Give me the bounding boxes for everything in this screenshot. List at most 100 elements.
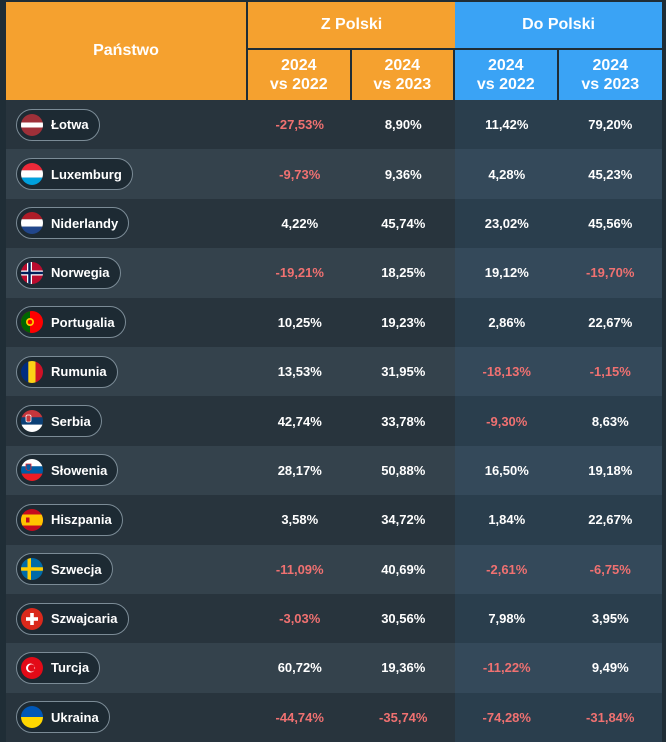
value-do-2024-vs-2023: 8,63% (558, 396, 663, 446)
table-row: Łotwa -27,53% 8,90% 11,42% 79,20% (6, 100, 663, 150)
value-z-2024-vs-2023: 8,90% (351, 100, 456, 150)
country-pill: Łotwa (16, 108, 100, 141)
country-name: Turcja (51, 660, 90, 676)
value-do-2024-vs-2022: -74,28% (455, 692, 559, 742)
header-do-2023: 2024 vs 2023 (558, 50, 663, 100)
value-z-2024-vs-2023: 18,25% (351, 248, 456, 298)
country-pill: Turcja (16, 651, 101, 684)
turkey-flag-icon (21, 656, 43, 679)
country-cell: Rumunia (6, 346, 248, 397)
table-row: Ukraina -44,74% -35,74% -74,28% -31,84% (6, 692, 663, 742)
header-z-2023: 2024 vs 2023 (351, 50, 456, 100)
header-do-2022: 2024 vs 2022 (455, 50, 559, 100)
luxembourg-flag-icon (21, 163, 43, 186)
table-row: Hiszpania 3,58% 34,72% 1,84% 22,67% (6, 495, 663, 545)
table-row: Norwegia -19,21% 18,25% 19,12% -19,70% (6, 248, 663, 298)
value-z-2024-vs-2022: 4,22% (248, 198, 352, 249)
value-do-2024-vs-2022: 19,12% (455, 248, 559, 298)
value-do-2024-vs-2023: 22,67% (558, 297, 663, 347)
country-pill: Hiszpania (16, 503, 123, 536)
country-pill: Szwajcaria (16, 602, 129, 635)
value-do-2024-vs-2022: -2,61% (455, 544, 559, 594)
value-z-2024-vs-2022: 60,72% (248, 643, 352, 693)
value-z-2024-vs-2022: -3,03% (248, 593, 352, 644)
country-pill: Rumunia (16, 355, 118, 388)
country-pill: Luxemburg (16, 158, 133, 191)
country-pill: Norwegia (16, 256, 121, 289)
serbia-flag-icon (21, 410, 43, 433)
value-do-2024-vs-2023: 19,18% (558, 445, 663, 496)
value-z-2024-vs-2023: 40,69% (351, 544, 456, 594)
table-row: Szwajcaria -3,03% 30,56% 7,98% 3,95% (6, 593, 663, 644)
value-z-2024-vs-2023: 45,74% (351, 198, 456, 249)
country-cell: Niderlandy (6, 198, 248, 249)
country-name: Szwajcaria (51, 611, 118, 627)
country-cell: Serbia (6, 396, 248, 446)
country-cell: Portugalia (6, 297, 248, 347)
country-cell: Ukraina (6, 692, 248, 742)
table-row: Portugalia 10,25% 19,23% 2,86% 22,67% (6, 297, 663, 347)
value-do-2024-vs-2023: 9,49% (558, 643, 663, 693)
value-z-2024-vs-2023: 9,36% (351, 149, 456, 199)
value-do-2024-vs-2023: 3,95% (558, 593, 663, 644)
country-pill: Portugalia (16, 306, 126, 339)
value-z-2024-vs-2023: 30,56% (351, 593, 456, 644)
value-z-2024-vs-2023: 33,78% (351, 396, 456, 446)
country-name: Rumunia (51, 364, 107, 380)
country-name: Hiszpania (51, 512, 112, 528)
country-pill: Ukraina (16, 701, 110, 734)
table-row: Luxemburg -9,73% 9,36% 4,28% 45,23% (6, 149, 663, 199)
slovenia-flag-icon (21, 459, 43, 482)
value-do-2024-vs-2022: 1,84% (455, 495, 559, 545)
latvia-flag-icon (21, 113, 43, 136)
header-do-polski: Do Polski (455, 2, 663, 50)
value-do-2024-vs-2023: -31,84% (558, 692, 663, 742)
country-cell: Łotwa (6, 100, 248, 150)
ukraine-flag-icon (21, 706, 43, 729)
value-do-2024-vs-2022: -11,22% (455, 643, 559, 693)
country-name: Norwegia (51, 265, 110, 281)
header-country: Państwo (6, 2, 248, 100)
table-row: Niderlandy 4,22% 45,74% 23,02% 45,56% (6, 198, 663, 249)
value-z-2024-vs-2022: 42,74% (248, 396, 352, 446)
country-cell: Luxemburg (6, 149, 248, 199)
value-z-2024-vs-2022: -27,53% (248, 100, 352, 150)
portugal-flag-icon (21, 311, 43, 334)
country-pill: Serbia (16, 405, 102, 438)
country-name: Słowenia (51, 462, 108, 478)
value-do-2024-vs-2023: -19,70% (558, 248, 663, 298)
value-z-2024-vs-2023: -35,74% (351, 692, 456, 742)
value-do-2024-vs-2023: -1,15% (558, 346, 663, 397)
switzerland-flag-icon (21, 607, 43, 630)
table-row: Turcja 60,72% 19,36% -11,22% 9,49% (6, 643, 663, 693)
country-name: Szwecja (51, 561, 102, 577)
country-pill: Słowenia (16, 454, 119, 487)
value-do-2024-vs-2023: 22,67% (558, 495, 663, 545)
value-do-2024-vs-2022: 4,28% (455, 149, 559, 199)
country-name: Ukraina (51, 709, 99, 725)
country-cell: Turcja (6, 643, 248, 693)
netherlands-flag-icon (21, 212, 43, 235)
value-z-2024-vs-2023: 50,88% (351, 445, 456, 496)
value-do-2024-vs-2023: 45,56% (558, 198, 663, 249)
table-row: Rumunia 13,53% 31,95% -18,13% -1,15% (6, 346, 663, 397)
value-z-2024-vs-2022: 3,58% (248, 495, 352, 545)
sweden-flag-icon (21, 558, 43, 581)
country-pill: Szwecja (16, 553, 113, 586)
country-name: Serbia (51, 413, 91, 429)
value-do-2024-vs-2022: 7,98% (455, 593, 559, 644)
value-z-2024-vs-2022: 28,17% (248, 445, 352, 496)
table-row: Serbia 42,74% 33,78% -9,30% 8,63% (6, 396, 663, 446)
value-do-2024-vs-2022: 11,42% (455, 100, 559, 150)
value-z-2024-vs-2022: -44,74% (248, 692, 352, 742)
country-cell: Szwecja (6, 544, 248, 594)
header-z-polski: Z Polski (248, 2, 456, 50)
value-do-2024-vs-2022: -18,13% (455, 346, 559, 397)
value-z-2024-vs-2023: 19,23% (351, 297, 456, 347)
country-cell: Hiszpania (6, 495, 248, 545)
country-name: Portugalia (51, 314, 115, 330)
value-z-2024-vs-2023: 19,36% (351, 643, 456, 693)
value-do-2024-vs-2022: 23,02% (455, 198, 559, 249)
table-body: Łotwa -27,53% 8,90% 11,42% 79,20% Luxemburg -9… (6, 100, 663, 742)
